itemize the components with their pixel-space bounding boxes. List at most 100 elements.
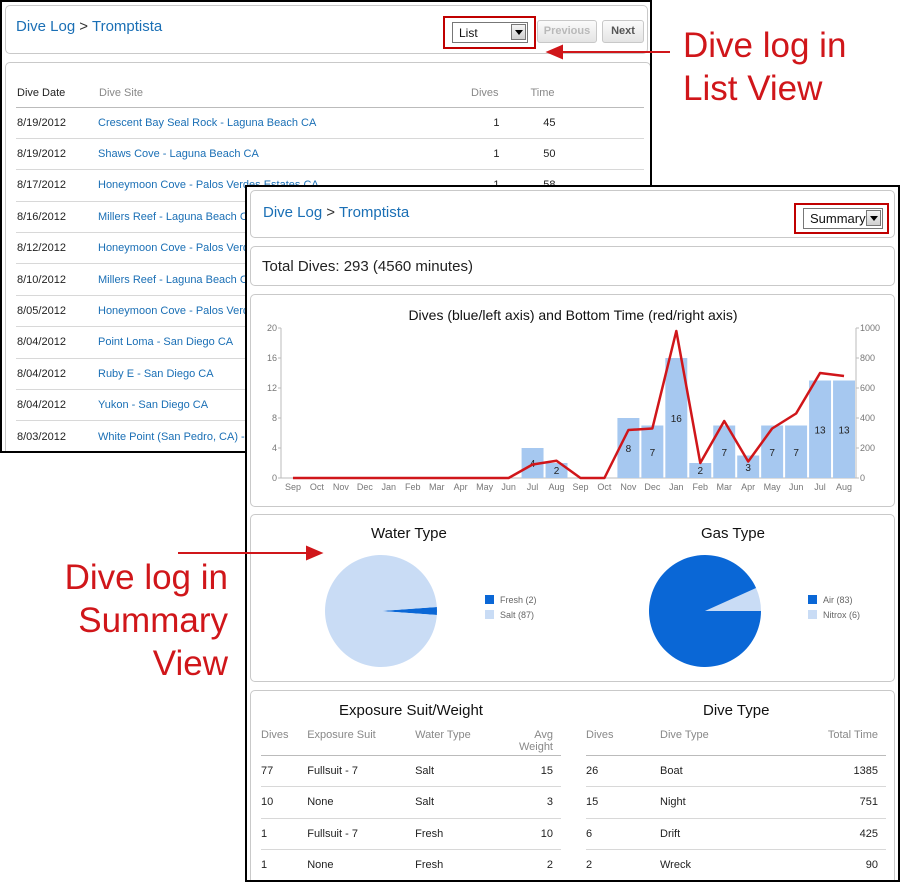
right-tick-label: 600 [860, 383, 875, 393]
bar [761, 425, 784, 478]
table-cell: Night [660, 786, 800, 819]
x-tick-label: Aug [549, 482, 565, 492]
next-button[interactable]: Next [602, 20, 644, 43]
dive-date-cell: 8/16/2012 [16, 201, 98, 234]
dive-date-cell: 8/19/2012 [16, 107, 98, 139]
bar-label: 7 [793, 448, 799, 459]
bar [521, 448, 544, 478]
left-tick-label: 0 [272, 473, 277, 483]
chevron-down-icon[interactable] [866, 210, 881, 226]
pie-charts-panel: Water Type Fresh (2) Salt (87) Gas Type … [250, 514, 895, 682]
dive-type-title: Dive Type [703, 702, 770, 719]
x-tick-label: May [764, 482, 782, 492]
left-tick-label: 4 [272, 443, 277, 453]
column-header-water-type: Water Type [415, 729, 504, 756]
legend-label: Air (83) [823, 594, 853, 605]
column-header-dive-site[interactable]: Dive Site [98, 67, 470, 108]
legend-item-fresh: Fresh (2) [485, 592, 537, 607]
breadcrumb-dive-log-link[interactable]: Dive Log [16, 18, 76, 35]
view-mode-select[interactable]: Summary [803, 208, 883, 229]
x-tick-label: Oct [310, 482, 325, 492]
view-select-highlight: List [443, 16, 536, 49]
table-cell: Drift [660, 818, 800, 850]
dive-date-cell: 8/12/2012 [17, 242, 66, 255]
dive-site-link[interactable]: White Point (San Pedro, CA) - [98, 430, 245, 443]
exposure-suit-title: Exposure Suit/Weight [339, 702, 483, 719]
bar [833, 380, 855, 478]
water-type-title: Water Type [371, 525, 447, 542]
table-cell: 15 [586, 786, 660, 819]
breadcrumb-dive-log-link[interactable]: Dive Log [263, 204, 323, 221]
dive-site-link[interactable]: Millers Reef - Laguna Beach CA [98, 210, 256, 223]
bar-label: 8 [626, 444, 632, 455]
dive-site-link[interactable]: Crescent Bay Seal Rock - Laguna Beach CA [98, 116, 317, 129]
bar-label: 2 [697, 466, 703, 477]
view-mode-select[interactable]: List [452, 22, 528, 43]
table-header-row: Dive Date Dive Site Dives Time [16, 67, 644, 108]
right-tick-label: 1000 [860, 323, 880, 333]
breadcrumb-separator: > [79, 18, 88, 35]
x-tick-label: Mar [429, 482, 445, 492]
table-cell: Wreck [660, 849, 800, 880]
dive-type-table: Dives Dive Type Total Time 26 Boat 1385 15 N… [586, 729, 886, 880]
table-cell: 26 [586, 755, 660, 787]
pie-slice [381, 607, 437, 615]
table-cell: 2 [503, 849, 561, 880]
x-tick-label: Jun [789, 482, 804, 492]
table-header-row: Dives Dive Type Total Time [586, 729, 886, 756]
column-header-spacer [555, 67, 644, 108]
table-cell: 1 [261, 818, 308, 850]
bar [785, 425, 808, 478]
dive-date-cell: 8/19/2012 [17, 148, 66, 161]
breadcrumb: Dive Log > Tromptista [263, 204, 409, 221]
gas-type-title: Gas Type [701, 525, 765, 542]
table-row: 10 None Salt 3 [261, 786, 561, 819]
x-tick-label: Jan [669, 482, 684, 492]
left-tick-label: 12 [267, 383, 277, 393]
x-tick-label: Aug [836, 482, 852, 492]
legend-label: Nitrox (6) [823, 609, 861, 620]
chevron-down-icon[interactable] [511, 24, 526, 40]
table-cell: Salt [415, 786, 504, 819]
dive-site-link[interactable]: Ruby E - San Diego CA [98, 367, 214, 380]
table-cell: Salt [415, 755, 504, 787]
legend-swatch [485, 610, 494, 619]
breadcrumb-user-link[interactable]: Tromptista [338, 204, 410, 221]
column-header-avg-weight: Avg Weight [503, 729, 561, 756]
breadcrumb-user-link[interactable]: Tromptista [91, 18, 163, 35]
dive-site-link[interactable]: Millers Reef - Laguna Beach CA [98, 273, 256, 286]
table-cell: 6 [586, 818, 660, 850]
bar-label: 7 [769, 448, 775, 459]
view-mode-value: List [459, 26, 478, 40]
previous-button[interactable]: Previous [537, 20, 597, 43]
summary-view-window: Dive Log > Tromptista Summary Total Dives:… [245, 185, 900, 882]
dive-site-link[interactable]: Yukon - San Diego CA [98, 399, 209, 412]
dives-cell: 1 [470, 107, 500, 139]
dive-site-link[interactable]: Point Loma - San Diego CA [98, 336, 234, 349]
table-cell: Boat [660, 755, 800, 787]
water-type-pie [325, 555, 437, 667]
bar [713, 425, 736, 478]
x-tick-label: Oct [597, 482, 612, 492]
x-tick-label: Feb [693, 482, 709, 492]
annotation-line: View [152, 644, 228, 683]
pie-slice [325, 555, 437, 667]
dives-chart-panel: Dives (blue/left axis) and Bottom Time (… [250, 294, 895, 507]
table-row: 8/19/2012 Shaws Cove - Laguna Beach CA 1 50 [16, 138, 644, 171]
bar-label: 13 [815, 425, 827, 436]
dive-date-cell: 8/12/2012 [16, 232, 98, 265]
annotation-line: Summary [78, 601, 228, 640]
table-row: 1 None Fresh 2 [261, 849, 561, 880]
dive-site-link[interactable]: Shaws Cove - Laguna Beach CA [98, 148, 259, 161]
dive-date-cell: 8/19/2012 [17, 116, 66, 129]
table-cell: 10 [261, 786, 308, 819]
column-header-dives[interactable]: Dives [470, 67, 500, 108]
table-cell: 751 [800, 786, 886, 819]
bar [689, 463, 712, 478]
dive-date-cell: 8/05/2012 [16, 295, 98, 328]
x-tick-label: Sep [285, 482, 301, 492]
dives-cell: 1 [493, 116, 500, 129]
breadcrumb-separator: > [326, 204, 335, 221]
column-header-time[interactable]: Time [499, 67, 556, 108]
column-header-dive-date[interactable]: Dive Date [16, 67, 98, 108]
